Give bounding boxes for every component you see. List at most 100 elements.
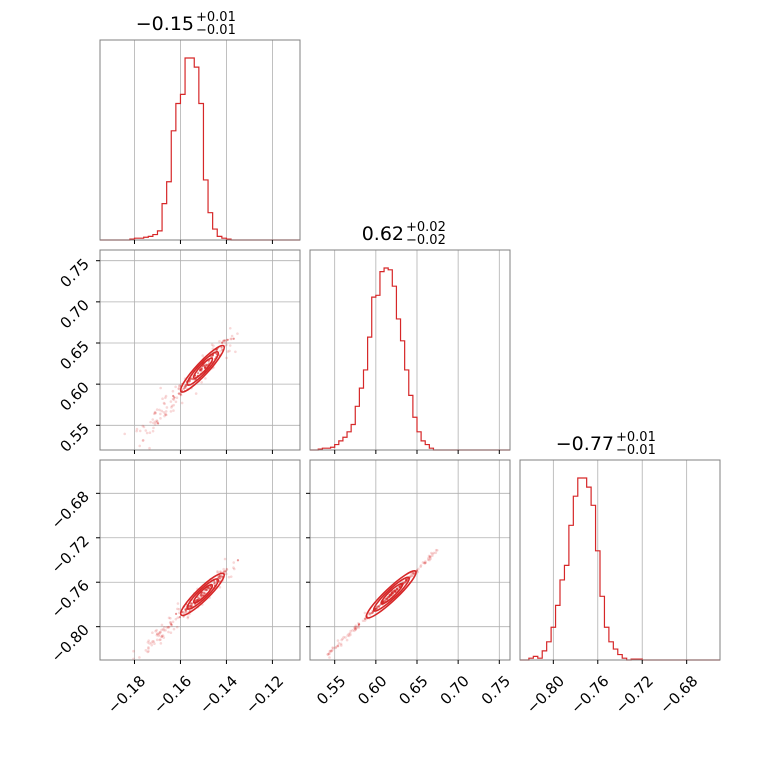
- scatter-point-2-128: [357, 626, 361, 629]
- x-tick-label-p2-4: 0.75: [478, 672, 514, 708]
- scatter-point-1-135: [225, 568, 229, 571]
- scatter-point-1-124: [165, 626, 169, 629]
- scatter-point-1-37: [186, 616, 190, 620]
- scatter-point-2-114: [411, 574, 415, 577]
- scatter-point-2-11: [341, 637, 344, 641]
- scatter-point-1-9: [151, 640, 155, 643]
- scatter-point-0-126: [200, 381, 203, 384]
- scatter-point-2-5: [363, 611, 367, 615]
- scatter-point-2-72: [409, 573, 413, 577]
- scatter-point-1-122: [167, 626, 170, 629]
- core-point-2-68: [407, 576, 410, 579]
- scatter-point-1-12: [159, 642, 163, 645]
- scatter-point-1-38: [151, 631, 154, 634]
- core-point-2-84: [381, 603, 384, 606]
- x-tick-label-p2-0: 0.55: [313, 672, 349, 708]
- scatter-point-1-102: [138, 656, 141, 659]
- core-point-1-32: [216, 580, 219, 584]
- scatter-point-2-32: [428, 555, 432, 559]
- scatter-point-0-66: [162, 410, 166, 414]
- core-point-2-66: [358, 623, 361, 626]
- core-point-2-70: [415, 569, 419, 572]
- core-point-0-25: [213, 357, 217, 361]
- scatter-point-2-12: [363, 619, 367, 622]
- scatter-point-2-67: [361, 619, 365, 623]
- scatter-point-2-7: [331, 646, 334, 649]
- scatter-point-2-43: [328, 652, 331, 656]
- core-point-0-19: [197, 372, 200, 375]
- scatter-point-2-115: [349, 629, 353, 633]
- core-point-1-48: [214, 584, 217, 587]
- core-point-1-78: [197, 597, 200, 600]
- scatter-point-0-12: [174, 400, 178, 404]
- core-point-2-59: [396, 587, 399, 591]
- core-point-0-9: [201, 358, 205, 361]
- scatter-point-2-123: [434, 551, 438, 555]
- scatter-point-1-103: [162, 626, 166, 629]
- scatter-point-2-97: [353, 629, 356, 633]
- scatter-point-0-53: [155, 408, 159, 411]
- scatter-point-2-116: [428, 555, 432, 559]
- scatter-point-1-48: [176, 616, 180, 619]
- scatter-point-1-45: [232, 567, 236, 571]
- core-point-1-39: [218, 580, 221, 583]
- scatter-point-2-10: [336, 639, 340, 642]
- scatter-point-1-64: [155, 628, 158, 632]
- title-err-plus-p1: +0.01: [196, 10, 236, 25]
- core-point-1-77: [186, 605, 189, 608]
- scatter-point-0-93: [171, 389, 175, 393]
- scatter-point-1-47: [158, 638, 161, 642]
- y-tick-label-p2-3: 0.70: [56, 296, 92, 332]
- scatter-point-1-82: [144, 649, 148, 652]
- scatter-point-0-60: [153, 411, 157, 415]
- scatter-point-1-17: [146, 650, 149, 654]
- scatter-point-1-10: [222, 567, 225, 571]
- scatter-point-1-92: [176, 602, 180, 605]
- scatter-point-1-108: [160, 623, 164, 627]
- scatter-point-0-112: [226, 350, 230, 353]
- scatter-point-0-56: [175, 396, 179, 399]
- core-point-2-85: [391, 590, 394, 593]
- core-point-0-77: [188, 379, 191, 382]
- core-point-0-59: [201, 365, 204, 368]
- core-point-2-65: [376, 605, 379, 608]
- scatter-point-1-14: [232, 566, 235, 570]
- x-tick-label-p3-1: −0.76: [567, 672, 612, 717]
- core-point-1-41: [216, 579, 219, 582]
- core-point-0-5: [196, 374, 199, 378]
- scatter-point-2-88: [428, 558, 431, 562]
- scatter-point-0-33: [225, 356, 228, 360]
- scatter-point-1-104: [160, 635, 163, 638]
- core-point-0-26: [179, 393, 182, 396]
- core-point-1-31: [182, 605, 185, 608]
- core-point-1-73: [199, 594, 202, 597]
- scatter-point-2-22: [354, 624, 358, 628]
- scatter-point-1-88: [182, 611, 186, 614]
- core-point-0-72: [203, 369, 207, 372]
- scatter-point-1-137: [176, 607, 179, 611]
- scatter-point-1-20: [169, 616, 172, 620]
- core-point-1-70: [218, 574, 221, 577]
- scatter-point-2-136: [337, 642, 341, 645]
- scatter-point-2-4: [347, 634, 351, 638]
- scatter-point-2-56: [355, 626, 358, 630]
- core-point-0-78: [193, 374, 196, 377]
- scatter-point-0-38: [160, 409, 164, 413]
- x-tick-label-p3-3: −0.68: [656, 672, 701, 717]
- scatter-point-0-40: [164, 413, 167, 417]
- x-tick-label-p1-3: −0.12: [242, 672, 287, 717]
- scatter-point-2-135: [328, 650, 332, 653]
- scatter-point-1-44: [167, 616, 171, 620]
- scatter-point-0-14: [151, 429, 155, 433]
- scatter-point-2-59: [424, 561, 427, 565]
- core-point-0-83: [202, 361, 205, 365]
- scatter-point-1-55: [157, 634, 161, 638]
- core-point-2-49: [377, 605, 381, 608]
- scatter-point-1-28: [147, 647, 150, 650]
- core-point-1-1: [224, 570, 227, 573]
- scatter-point-1-54: [156, 632, 159, 636]
- title-value-p3: −0.77: [556, 433, 614, 455]
- scatter-point-1-36: [216, 570, 219, 573]
- core-point-1-25: [185, 603, 188, 606]
